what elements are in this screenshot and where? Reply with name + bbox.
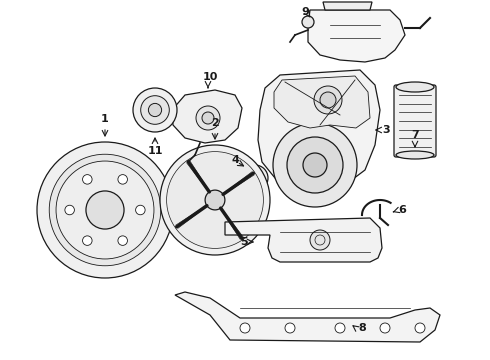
Text: 1: 1 <box>101 114 109 124</box>
Text: 10: 10 <box>202 72 218 82</box>
Circle shape <box>148 103 162 117</box>
Circle shape <box>273 123 357 207</box>
Circle shape <box>56 161 154 259</box>
Polygon shape <box>258 70 380 190</box>
Circle shape <box>196 106 220 130</box>
Circle shape <box>302 16 314 28</box>
Circle shape <box>240 323 250 333</box>
Circle shape <box>133 88 177 132</box>
Circle shape <box>86 191 124 229</box>
Circle shape <box>335 323 345 333</box>
Circle shape <box>248 171 262 185</box>
Circle shape <box>118 175 127 184</box>
Circle shape <box>82 236 92 246</box>
Circle shape <box>160 145 270 255</box>
Circle shape <box>380 323 390 333</box>
Circle shape <box>415 323 425 333</box>
Text: 5: 5 <box>241 237 248 247</box>
Polygon shape <box>172 90 242 143</box>
Circle shape <box>65 205 74 215</box>
Polygon shape <box>175 292 440 342</box>
Circle shape <box>303 153 327 177</box>
Circle shape <box>136 205 145 215</box>
Circle shape <box>252 175 258 181</box>
Circle shape <box>314 86 342 114</box>
Circle shape <box>49 154 161 266</box>
Polygon shape <box>274 76 370 128</box>
Text: 11: 11 <box>147 146 163 156</box>
Text: 3: 3 <box>382 125 390 135</box>
Text: 7: 7 <box>411 130 419 140</box>
Circle shape <box>118 236 127 246</box>
Circle shape <box>285 323 295 333</box>
Text: 6: 6 <box>398 205 406 215</box>
Text: 4: 4 <box>231 155 239 165</box>
Circle shape <box>141 96 170 124</box>
Circle shape <box>242 165 268 191</box>
Circle shape <box>82 175 92 184</box>
FancyBboxPatch shape <box>394 85 436 157</box>
Text: 9: 9 <box>301 7 309 17</box>
Polygon shape <box>225 218 382 262</box>
Circle shape <box>167 152 264 248</box>
Text: 2: 2 <box>211 118 219 128</box>
Polygon shape <box>308 10 405 62</box>
Circle shape <box>320 92 336 108</box>
Circle shape <box>205 190 225 210</box>
Circle shape <box>310 230 330 250</box>
Text: 8: 8 <box>358 323 366 333</box>
Circle shape <box>202 112 214 124</box>
Circle shape <box>37 142 173 278</box>
Polygon shape <box>323 2 372 10</box>
Ellipse shape <box>396 151 434 159</box>
Circle shape <box>287 137 343 193</box>
Ellipse shape <box>396 82 434 92</box>
